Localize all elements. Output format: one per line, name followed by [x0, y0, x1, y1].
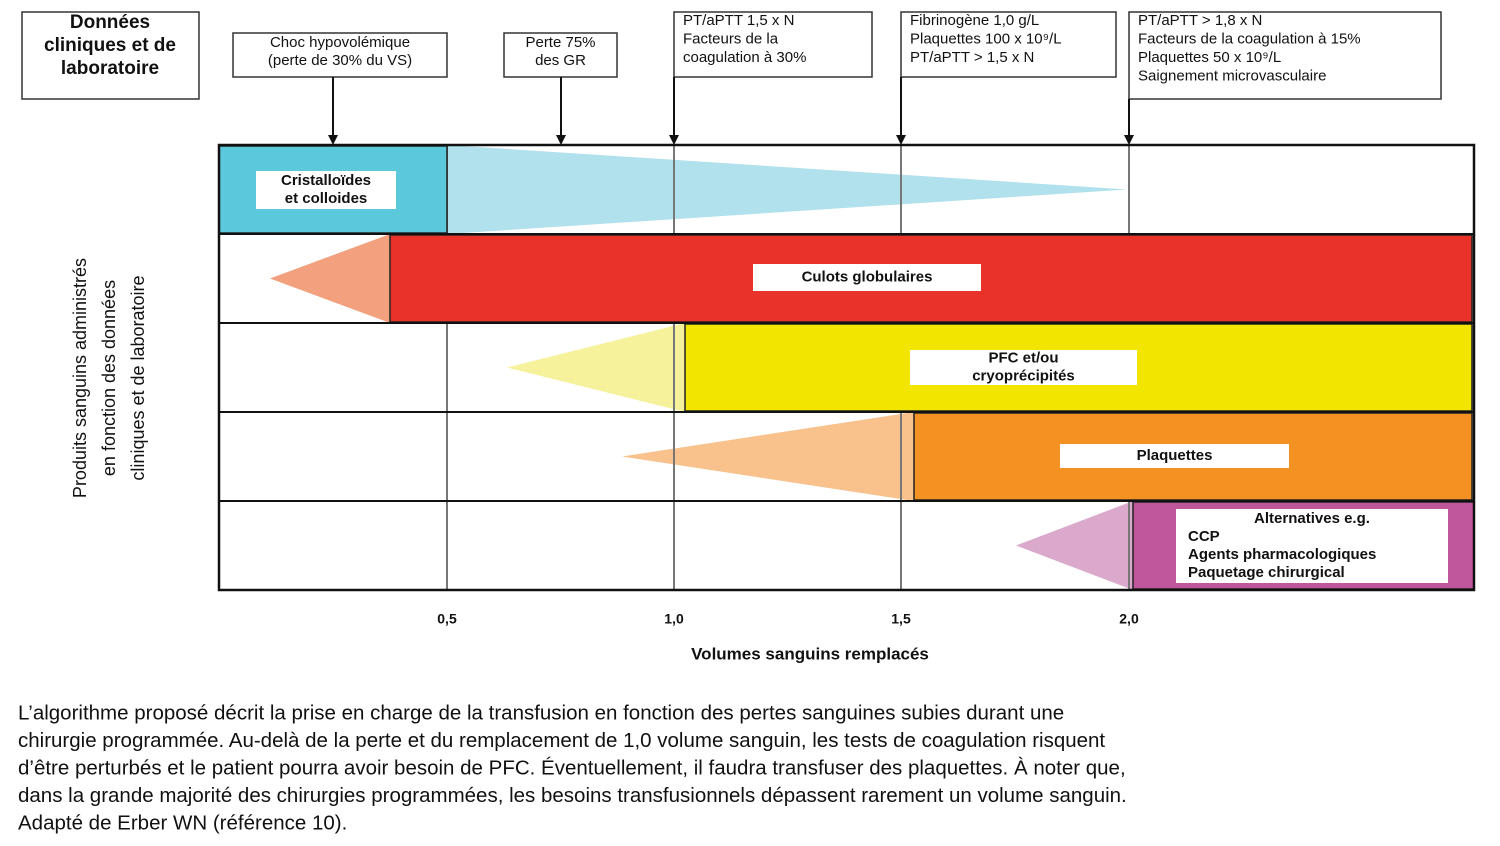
y-axis-title-line: cliniques et de laboratoire	[128, 275, 148, 480]
row-label: Paquetage chirurgical	[1188, 564, 1345, 581]
row-label: Culots globulaires	[802, 268, 933, 285]
annotation-text: PT/aPTT 1,5 x N	[683, 12, 794, 29]
row-label: Agents pharmacologiques	[1188, 546, 1376, 563]
caption-line: dans la grande majorité des chirurgies p…	[18, 784, 1127, 807]
header-title: laboratoire	[61, 58, 159, 79]
caption-line: L’algorithme proposé décrit la prise en …	[18, 701, 1064, 724]
annotation-text: Facteurs de la coagulation à 15%	[1138, 30, 1361, 47]
header-title: cliniques et de	[44, 35, 176, 56]
annotation-text: Plaquettes 100 x 10⁹/L	[910, 30, 1062, 47]
annotation-text: (perte de 30% du VS)	[268, 52, 412, 69]
caption-line: d’être perturbés et le patient pourra av…	[18, 756, 1126, 779]
arrow-head	[896, 135, 906, 145]
y-axis-title-line: en fonction des données	[99, 280, 119, 476]
row-label-box	[1060, 444, 1289, 468]
product-taper	[1016, 501, 1133, 590]
x-tick-label: 0,5	[437, 611, 457, 627]
annotation-box	[900, 11, 1117, 78]
caption-line: Adapté de Erber WN (référence 10).	[18, 811, 347, 834]
annotation-box	[1128, 11, 1442, 100]
annotation-text: Perte 75%	[525, 34, 595, 51]
row-label: Plaquettes	[1137, 447, 1213, 464]
product-taper	[622, 412, 914, 501]
x-tick-label: 1,5	[891, 611, 911, 627]
row-label: cryoprécipités	[972, 367, 1075, 384]
y-axis-title-line: Produits sanguins administrés	[70, 258, 90, 498]
row-label: et colloides	[285, 190, 368, 207]
annotation-box	[503, 32, 618, 78]
annotation-text: Fibrinogène 1,0 g/L	[910, 12, 1039, 29]
arrow-head	[328, 135, 338, 145]
row-label: CCP	[1188, 528, 1220, 545]
annotation-text: des GR	[535, 52, 586, 69]
product-taper	[507, 323, 685, 412]
y-axis-title: Produits sanguins administrés en fonction…	[70, 258, 148, 498]
caption-line: chirurgie programmée. Au-delà de la pert…	[18, 729, 1105, 752]
annotation-text: PT/aPTT > 1,8 x N	[1138, 12, 1262, 29]
header-box	[21, 11, 200, 100]
x-tick-label: 2,0	[1119, 611, 1139, 627]
product-taper	[447, 145, 1127, 234]
annotation-text: Plaquettes 50 x 10⁹/L	[1138, 49, 1281, 66]
header-title: Données	[70, 12, 150, 33]
arrow-head	[1124, 135, 1134, 145]
annotation-text: PT/aPTT > 1,5 x N	[910, 49, 1034, 66]
annotation-box	[673, 11, 873, 78]
frame	[217, 143, 1476, 592]
annotation-text: Saignement microvasculaire	[1138, 67, 1326, 84]
annotation-text: Facteurs de la	[683, 30, 779, 47]
row-label-box	[910, 350, 1137, 385]
row-label: PFC et/ou	[989, 349, 1059, 366]
annotation-text: Choc hypovolémique	[270, 34, 410, 51]
arrow-head	[669, 135, 679, 145]
row-label: Alternatives e.g.	[1254, 510, 1370, 527]
row-label-box	[753, 264, 981, 291]
x-axis-title: Volumes sanguins remplacés	[691, 644, 929, 663]
row-label: Cristalloïdes	[281, 172, 371, 189]
x-tick-label: 1,0	[664, 611, 684, 627]
row-label-box	[256, 171, 396, 209]
product-taper	[270, 234, 390, 323]
arrow-head	[556, 135, 566, 145]
annotation-text: coagulation à 30%	[683, 49, 806, 66]
row-label-box	[1176, 509, 1448, 583]
annotation-box	[232, 32, 448, 78]
